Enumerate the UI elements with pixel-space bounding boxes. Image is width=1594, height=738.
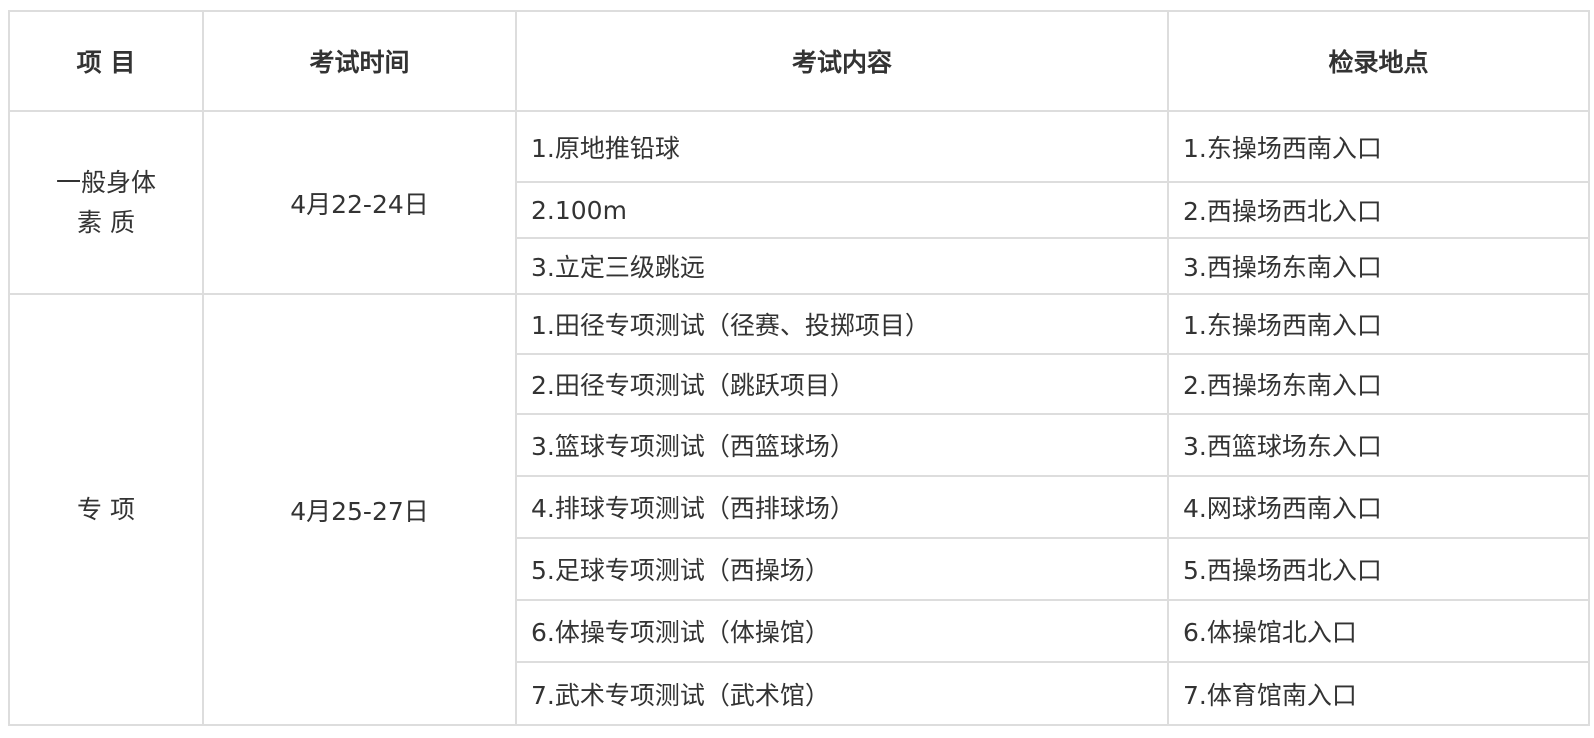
table-row: 4.排球专项测试（西排球场） 4.网球场西南入口	[9, 475, 1590, 539]
table-row: 2.100m 2.西操场西北入口	[9, 181, 1590, 239]
location-cell: 2.西操场西北入口	[1167, 181, 1590, 239]
content-cell: 2.田径专项测试（跳跃项目）	[515, 353, 1169, 415]
exam-schedule-table: 项 目 考试时间 考试内容 检录地点 一般身体素 质 4月22-24日 1.原地推铅…	[8, 10, 1590, 726]
location-cell: 1.东操场西南入口	[1167, 110, 1590, 183]
location-cell: 4.网球场西南入口	[1167, 475, 1590, 539]
location-cell: 6.体操馆北入口	[1167, 599, 1590, 663]
table-row: 6.体操专项测试（体操馆） 6.体操馆北入口	[9, 599, 1590, 663]
table-row: 3.篮球专项测试（西篮球场） 3.西篮球场东入口	[9, 413, 1590, 477]
content-cell: 1.原地推铅球	[515, 110, 1169, 183]
table-row: 一般身体素 质 4月22-24日 1.原地推铅球 1.东操场西南入口	[8, 110, 1590, 295]
content-cell: 2.100m	[515, 181, 1169, 239]
date-cell: 4月25-27日	[202, 293, 517, 726]
table-row: 专 项 4月25-27日 1.田径专项测试（径赛、投掷项目） 1.东操场西南入口	[8, 293, 1590, 726]
category-label-line2: 素 质	[77, 207, 135, 237]
content-cell: 3.立定三级跳远	[515, 237, 1169, 295]
content-cell: 6.体操专项测试（体操馆）	[515, 599, 1169, 663]
location-cell: 3.西篮球场东入口	[1167, 413, 1590, 477]
content-cell: 4.排球专项测试（西排球场）	[515, 475, 1169, 539]
category-cell: 专 项	[8, 293, 204, 726]
table-row: 7.武术专项测试（武术馆） 7.体育馆南入口	[9, 661, 1590, 726]
header-category: 项 目	[8, 10, 204, 112]
content-cell: 3.篮球专项测试（西篮球场）	[515, 413, 1169, 477]
table-row: 5.足球专项测试（西操场） 5.西操场西北入口	[9, 537, 1590, 601]
header-time: 考试时间	[202, 10, 517, 112]
category-label: 专 项	[77, 494, 135, 524]
location-cell: 2.西操场东南入口	[1167, 353, 1590, 415]
category-label: 一般身体	[55, 167, 156, 197]
location-cell: 7.体育馆南入口	[1167, 661, 1590, 726]
table-row: 2.田径专项测试（跳跃项目） 2.西操场东南入口	[9, 353, 1590, 415]
category-cell: 一般身体素 质	[8, 110, 204, 295]
content-cell: 7.武术专项测试（武术馆）	[515, 661, 1169, 726]
header-content: 考试内容	[515, 10, 1169, 112]
location-cell: 5.西操场西北入口	[1167, 537, 1590, 601]
content-cell: 5.足球专项测试（西操场）	[515, 537, 1169, 601]
header-location: 检录地点	[1167, 10, 1590, 112]
date-cell: 4月22-24日	[202, 110, 517, 295]
content-cell: 1.田径专项测试（径赛、投掷项目）	[515, 293, 1169, 355]
header-row: 项 目 考试时间 考试内容 检录地点	[8, 10, 1590, 112]
location-cell: 1.东操场西南入口	[1167, 293, 1590, 355]
location-cell: 3.西操场东南入口	[1167, 237, 1590, 295]
table-row: 3.立定三级跳远 3.西操场东南入口	[9, 237, 1590, 295]
